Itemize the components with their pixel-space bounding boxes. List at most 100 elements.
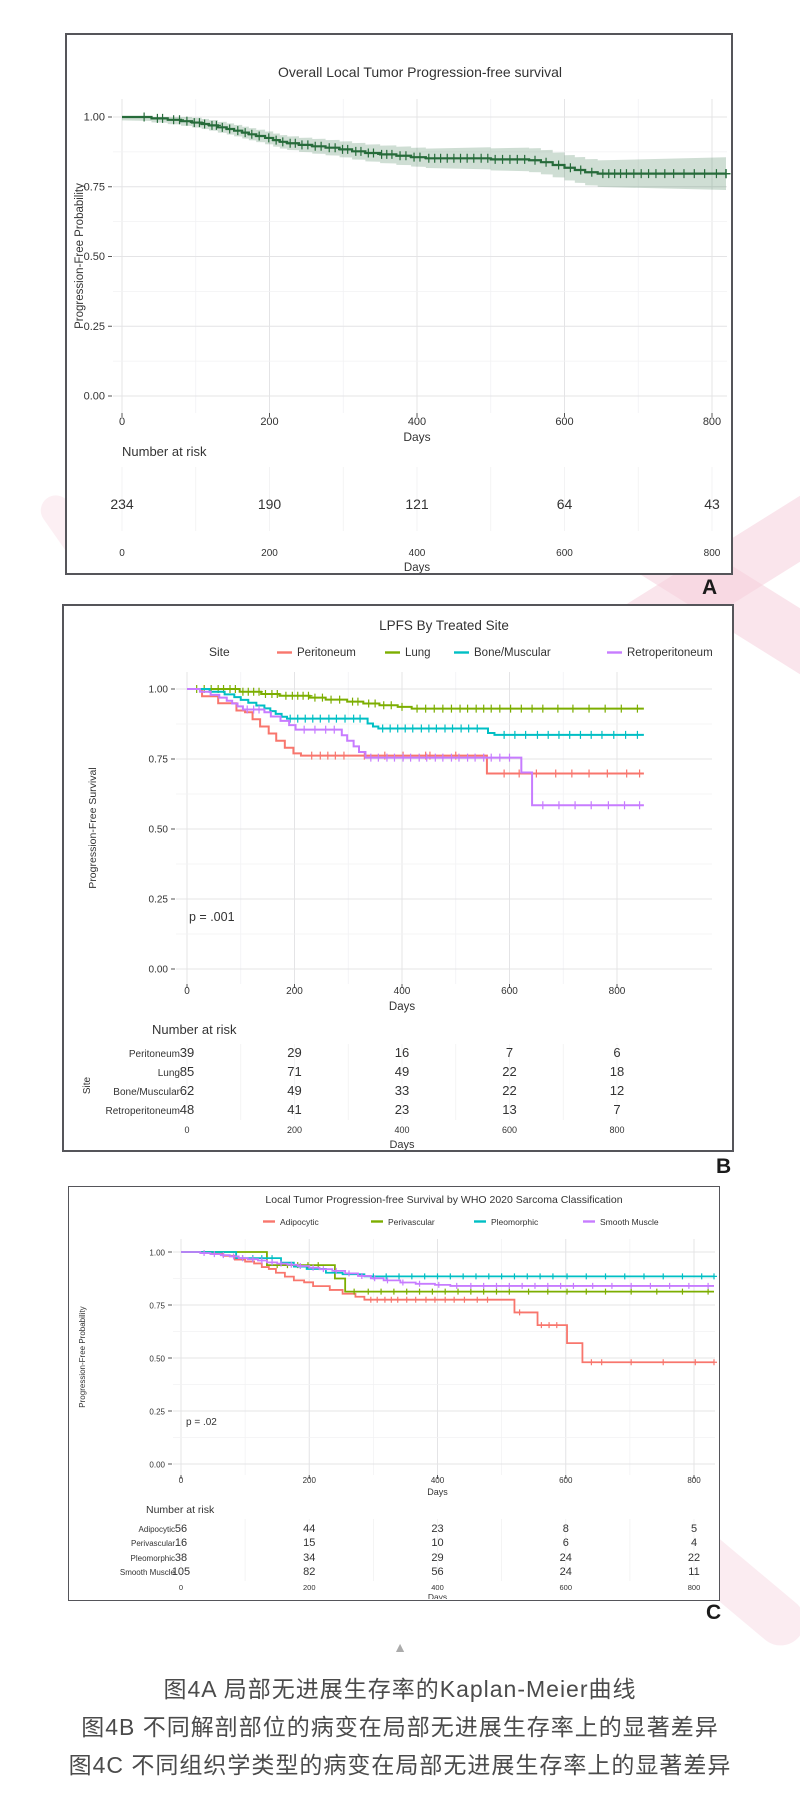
censor-marks: [243, 705, 644, 810]
risk-value: 82: [303, 1566, 315, 1578]
risk-value: 24: [560, 1566, 572, 1578]
svg-text:600: 600: [501, 986, 518, 997]
risk-table-title: Number at risk: [152, 1022, 237, 1037]
risk-value: 16: [395, 1045, 409, 1060]
svg-text:Lung: Lung: [405, 647, 431, 659]
svg-text:Days: Days: [404, 562, 430, 573]
risk-value: 7: [506, 1045, 513, 1060]
svg-text:Days: Days: [389, 1139, 415, 1150]
risk-value: 190: [258, 496, 282, 512]
svg-text:800: 800: [609, 1125, 624, 1135]
svg-text:400: 400: [409, 548, 426, 559]
censor-marks: [367, 1296, 717, 1366]
km-curve: [187, 688, 644, 775]
censor-marks: [201, 1250, 712, 1289]
censor-marks: [286, 714, 642, 739]
risk-value: 23: [431, 1523, 443, 1535]
risk-value: 34: [303, 1552, 315, 1564]
risk-table-title: Number at risk: [146, 1504, 215, 1516]
km-curve: [181, 1251, 714, 1364]
svg-text:400: 400: [431, 1476, 445, 1485]
panel-label-a: A: [702, 576, 718, 599]
svg-text:0.50: 0.50: [84, 251, 105, 263]
svg-text:Site: Site: [209, 645, 230, 659]
svg-text:800: 800: [703, 416, 721, 428]
km-curve: [187, 688, 644, 807]
panel-overall-lpfs: Overall Local Tumor Progression-free sur…: [65, 33, 733, 575]
risk-value: 29: [431, 1552, 443, 1564]
risk-value: 6: [613, 1045, 620, 1060]
survival-curves: [181, 1250, 717, 1366]
caption-line-2: 图4B 不同解剖部位的病变在局部无进展生存率上的显著差异: [81, 1714, 719, 1740]
svg-text:Days: Days: [427, 1487, 448, 1497]
svg-text:400: 400: [431, 1583, 444, 1592]
svg-text:0: 0: [184, 986, 190, 997]
svg-text:0.25: 0.25: [84, 321, 105, 333]
panel-lpfs-by-site: LPFS By Treated Site Site Peritoneum Lung Bo…: [62, 604, 734, 1152]
risk-value: 10: [431, 1537, 443, 1549]
svg-text:Retroperitoneum: Retroperitoneum: [627, 647, 713, 659]
svg-text:600: 600: [502, 1125, 517, 1135]
caption-triangle-icon: ▲: [393, 1639, 407, 1655]
risk-value: 24: [560, 1552, 572, 1564]
chart-title: LPFS By Treated Site: [379, 618, 509, 633]
risk-axis-label: Site: [82, 1076, 93, 1094]
svg-text:1.00: 1.00: [84, 112, 105, 124]
risk-value: 39: [180, 1045, 194, 1060]
risk-value: 22: [688, 1552, 700, 1564]
svg-text:0: 0: [179, 1476, 184, 1485]
svg-text:Pleomorphic: Pleomorphic: [491, 1217, 539, 1227]
risk-value: 85: [180, 1064, 194, 1079]
risk-value: 33: [395, 1083, 409, 1098]
survival-curves: [122, 112, 731, 179]
risk-value: 49: [395, 1064, 409, 1079]
risk-value: 44: [303, 1523, 315, 1535]
y-axis-label: Progression-Free Survival: [87, 767, 99, 888]
axes: 0 0 200 200 400 400 600 600 800 800 0.00 0.25 0.50 0.…: [78, 1249, 701, 1600]
risk-row-label: Peritoneum: [129, 1049, 180, 1060]
risk-value: 48: [180, 1102, 194, 1117]
risk-row-label: Pleomorphic: [131, 1554, 175, 1563]
svg-text:800: 800: [688, 1583, 701, 1592]
panel-label-b: B: [716, 1155, 732, 1178]
y-axis-label: Progression-Free Probability: [74, 183, 86, 329]
svg-text:600: 600: [559, 1476, 573, 1485]
svg-text:200: 200: [260, 416, 278, 428]
svg-text:0: 0: [119, 548, 125, 559]
legend: Adipocytic Perivascular Pleomorphic Smooth …: [263, 1217, 659, 1227]
svg-text:0.75: 0.75: [149, 755, 169, 766]
svg-text:Days: Days: [428, 1592, 447, 1599]
confidence-band: [122, 117, 726, 191]
risk-value: 56: [175, 1523, 187, 1535]
svg-text:600: 600: [555, 416, 573, 428]
risk-value: 7: [613, 1102, 620, 1117]
p-value: p = .001: [189, 910, 235, 924]
svg-text:0: 0: [179, 1583, 183, 1592]
km-curve: [187, 688, 644, 736]
survival-curves: [187, 685, 644, 810]
grid: [113, 99, 727, 531]
risk-value: 15: [303, 1537, 315, 1549]
svg-text:Days: Days: [403, 430, 430, 444]
risk-value: 43: [704, 496, 720, 512]
risk-value: 64: [557, 496, 573, 512]
risk-value: 62: [180, 1083, 194, 1098]
svg-text:800: 800: [687, 1476, 701, 1485]
figure-caption: ▲ 图4A 局部无进展生存率的Kaplan-Meier曲线 图4B 不同解剖部位…: [0, 1640, 800, 1784]
svg-text:800: 800: [609, 986, 626, 997]
risk-row-label: Adipocytic: [139, 1525, 175, 1534]
risk-value: 8: [563, 1523, 569, 1535]
risk-value: 4: [691, 1537, 697, 1549]
risk-value: 6: [563, 1537, 569, 1549]
risk-table: Number at risk 234 190 121 64 43: [110, 444, 720, 512]
axes: 0 0 200 200 400 400 600 600 800 800 0.00 0.25 0.50 0.…: [74, 112, 721, 574]
risk-table-title: Number at risk: [122, 444, 207, 459]
risk-value: 49: [287, 1083, 301, 1098]
risk-row-label: Retroperitoneum: [106, 1106, 180, 1117]
risk-value: 121: [405, 496, 429, 512]
risk-value: 38: [175, 1552, 187, 1564]
risk-value: 22: [502, 1064, 516, 1079]
censor-marks: [307, 751, 644, 778]
